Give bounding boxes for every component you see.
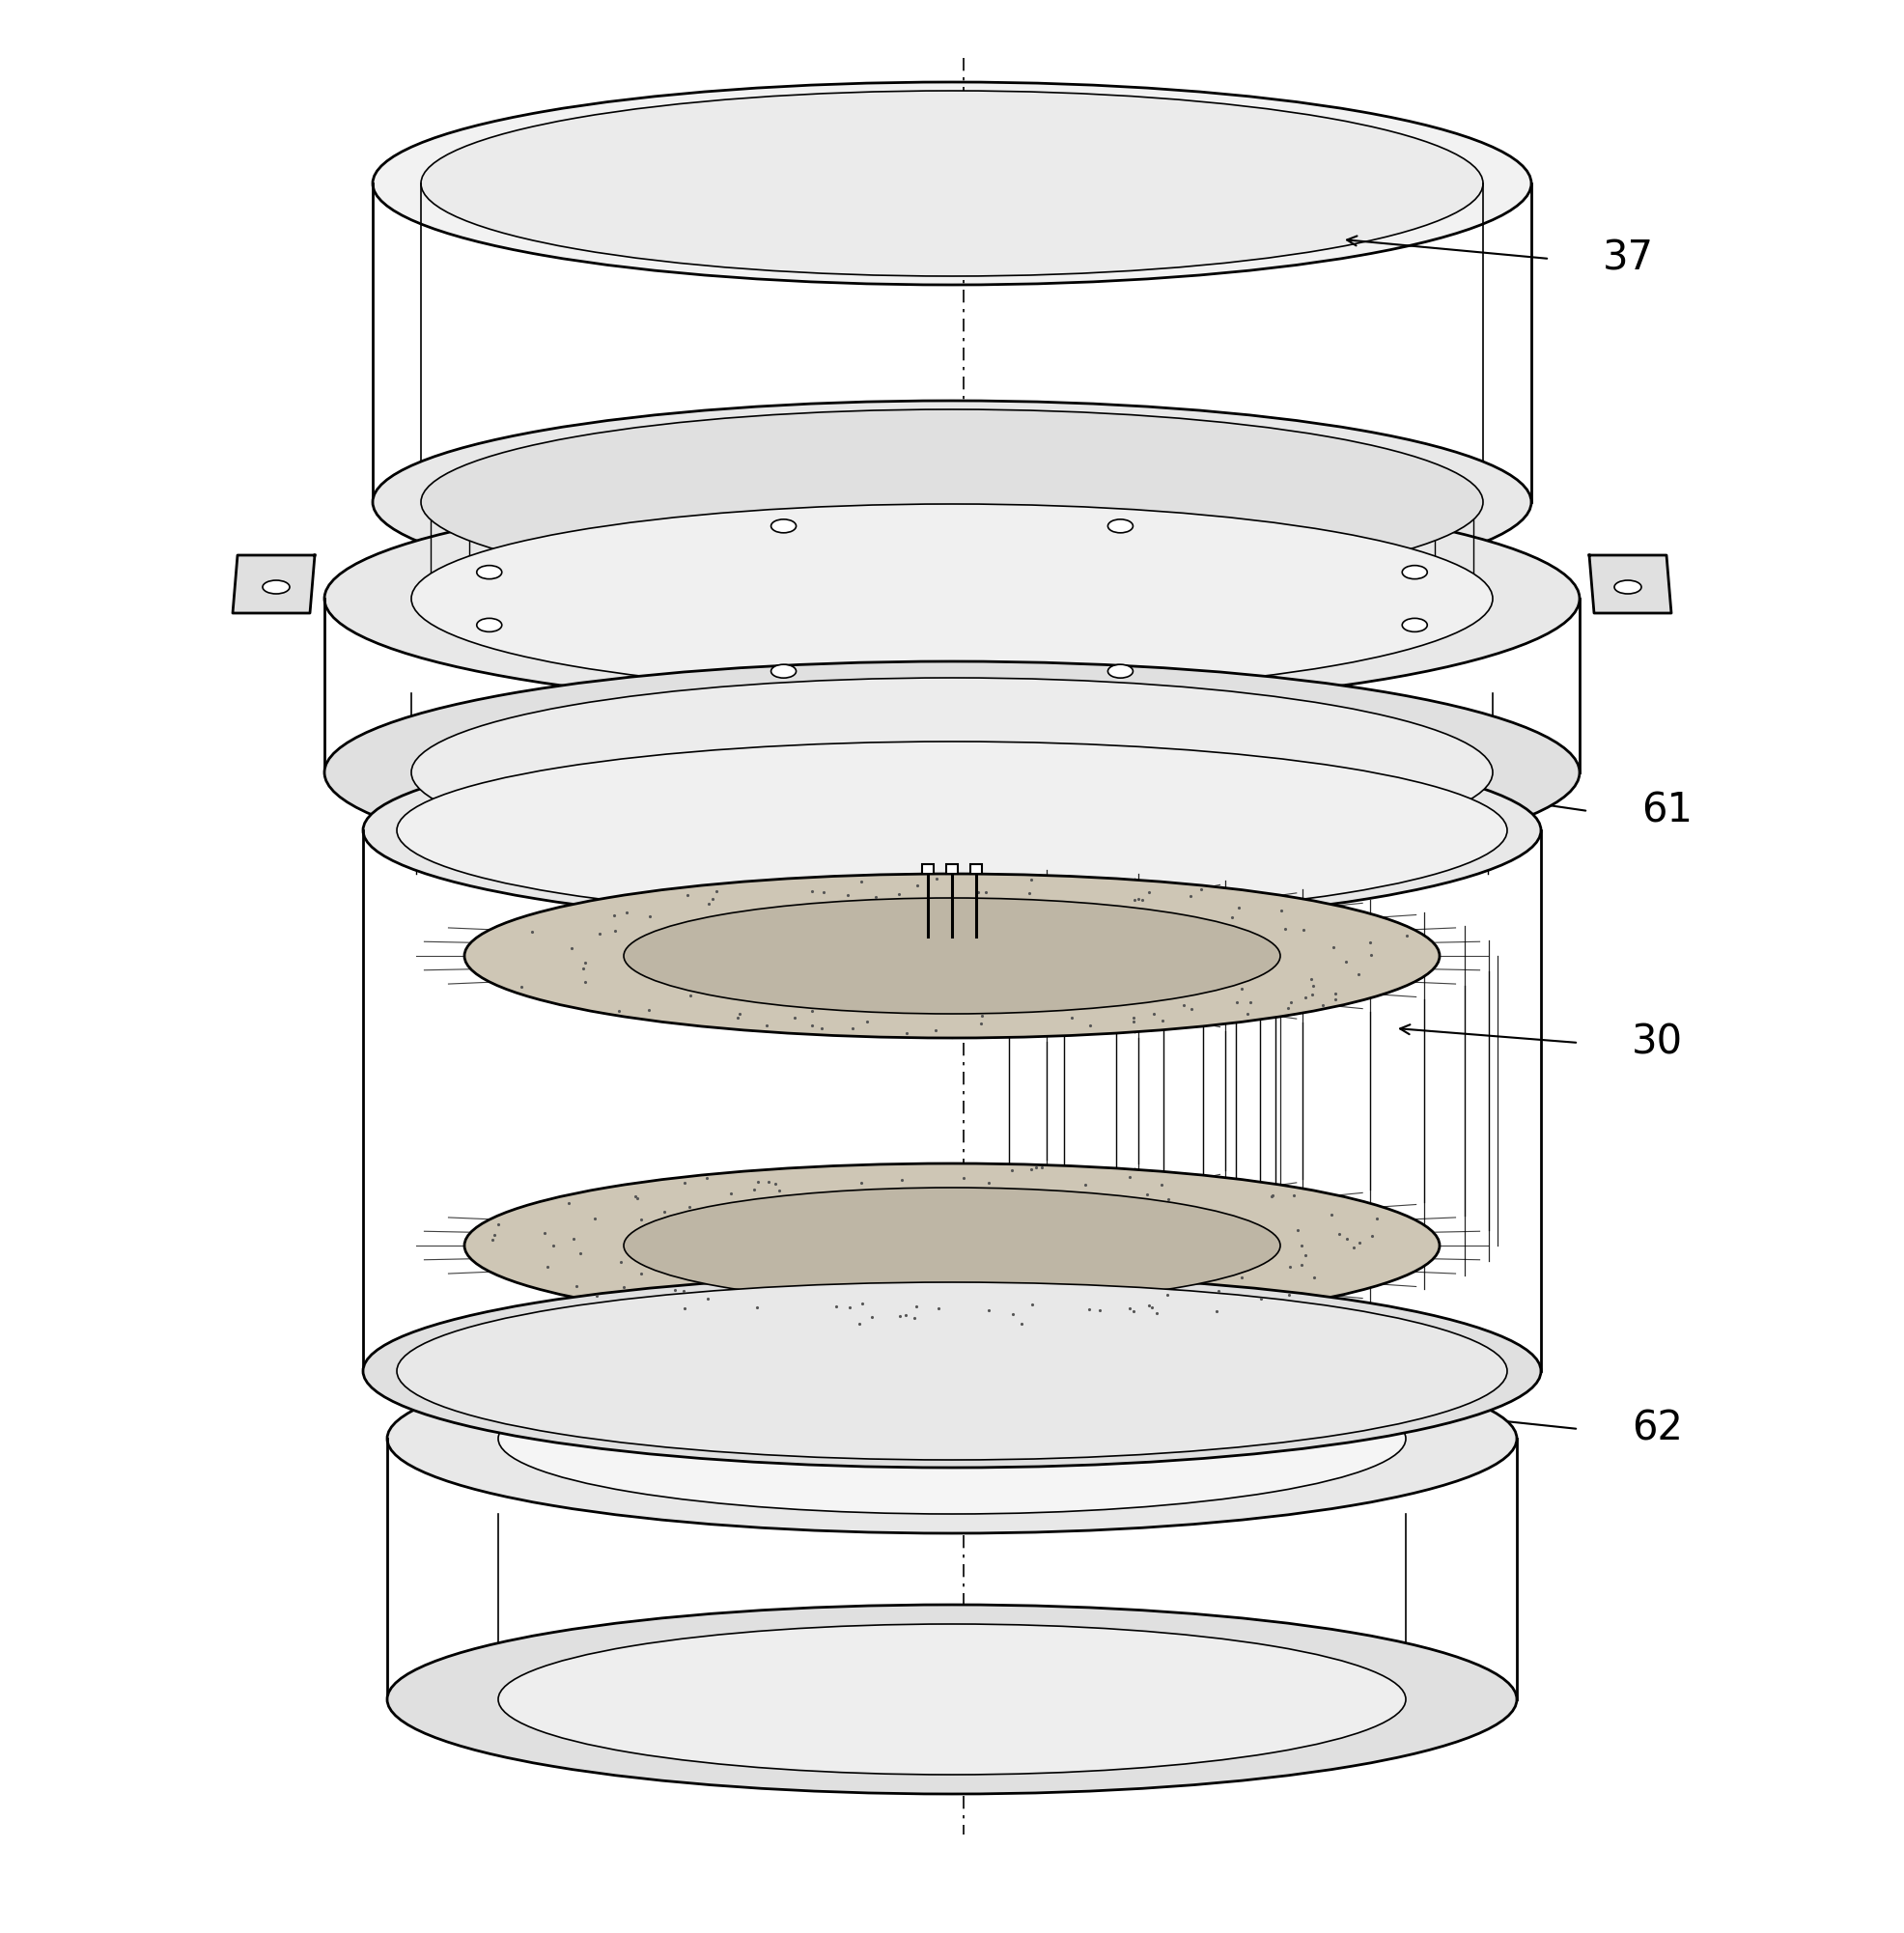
Ellipse shape	[421, 91, 1483, 276]
Ellipse shape	[476, 566, 503, 580]
Ellipse shape	[421, 410, 1483, 595]
Ellipse shape	[1615, 580, 1641, 593]
Polygon shape	[861, 715, 958, 762]
Ellipse shape	[1401, 619, 1428, 632]
Ellipse shape	[324, 487, 1580, 709]
Text: 62: 62	[1632, 1409, 1683, 1450]
Ellipse shape	[771, 520, 796, 534]
Polygon shape	[232, 555, 314, 613]
Text: 61: 61	[1641, 791, 1693, 831]
Ellipse shape	[411, 678, 1493, 868]
Ellipse shape	[499, 1363, 1405, 1514]
Ellipse shape	[411, 505, 1493, 694]
Ellipse shape	[396, 1282, 1508, 1459]
Ellipse shape	[465, 874, 1439, 1038]
Ellipse shape	[396, 742, 1508, 920]
Ellipse shape	[625, 1187, 1279, 1303]
Polygon shape	[946, 864, 958, 874]
Ellipse shape	[1108, 665, 1133, 678]
Ellipse shape	[1401, 566, 1428, 580]
Ellipse shape	[364, 735, 1540, 928]
Ellipse shape	[625, 899, 1279, 1013]
Text: 37: 37	[1603, 238, 1655, 278]
Ellipse shape	[387, 1604, 1517, 1794]
Polygon shape	[922, 864, 933, 874]
Ellipse shape	[373, 81, 1531, 284]
Ellipse shape	[476, 619, 503, 632]
Ellipse shape	[499, 1624, 1405, 1774]
Polygon shape	[1590, 555, 1672, 613]
Ellipse shape	[1108, 520, 1133, 534]
Ellipse shape	[387, 1343, 1517, 1533]
Polygon shape	[971, 864, 982, 874]
Text: 30: 30	[1632, 1023, 1683, 1063]
Ellipse shape	[263, 580, 289, 593]
Ellipse shape	[324, 661, 1580, 883]
Ellipse shape	[364, 1274, 1540, 1467]
Ellipse shape	[373, 400, 1531, 603]
Ellipse shape	[465, 1164, 1439, 1328]
Ellipse shape	[895, 729, 922, 742]
Ellipse shape	[771, 665, 796, 678]
